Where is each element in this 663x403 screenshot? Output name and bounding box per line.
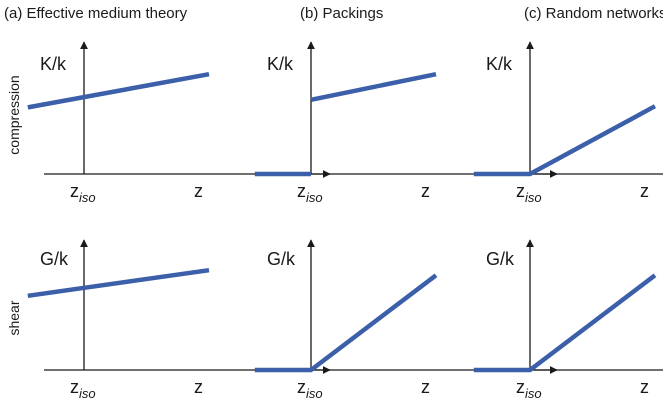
curve-k-k-0 <box>27 71 210 110</box>
z-iso-label: ziso <box>516 181 542 205</box>
x-axis-label: z <box>421 181 430 201</box>
y-axis-label: K/k <box>40 54 67 74</box>
plot-grid: K/k z ziso K/k z ziso K/k z ziso G/k z ziso G/k z ziso… <box>27 41 663 401</box>
z-iso-label: ziso <box>516 377 542 401</box>
curve-k-k-1 <box>310 71 437 103</box>
panel-compression-b: K/k z ziso <box>254 41 558 205</box>
row-label-shear: shear <box>6 300 22 335</box>
z-iso-label: ziso <box>297 377 323 401</box>
curve-g-k-0 <box>473 273 657 373</box>
panel-title-a: (a) Effective medium theory <box>4 5 188 22</box>
panel-title-c: (c) Random networks <box>524 5 663 22</box>
y-axis-label: K/k <box>267 54 294 74</box>
panel-compression-c: K/k z ziso <box>473 41 663 205</box>
panel-compression-a: K/k z ziso <box>27 41 331 205</box>
z-iso-label: ziso <box>70 181 96 205</box>
x-axis-label: z <box>194 181 203 201</box>
curve-k-k-0 <box>473 104 657 177</box>
row-label-compression: compression <box>6 75 22 154</box>
y-axis-label: K/k <box>486 54 513 74</box>
panel-shear-c: G/k z ziso <box>473 239 663 401</box>
x-axis-label: z <box>194 377 203 397</box>
curve-g-k-0 <box>27 267 210 299</box>
x-axis-label: z <box>640 377 649 397</box>
y-axis-label: G/k <box>267 249 296 269</box>
z-iso-label: ziso <box>297 181 323 205</box>
y-axis-label: G/k <box>486 249 515 269</box>
curve-g-k-0 <box>254 273 438 373</box>
z-iso-label: ziso <box>70 377 96 401</box>
x-axis-label: z <box>421 377 430 397</box>
x-axis-label: z <box>640 181 649 201</box>
y-axis-label: G/k <box>40 249 69 269</box>
panel-title-b: (b) Packings <box>300 5 383 22</box>
